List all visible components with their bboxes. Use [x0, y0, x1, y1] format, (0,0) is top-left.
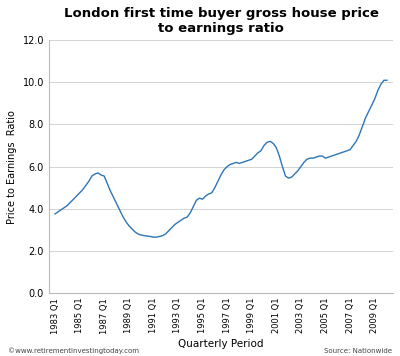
X-axis label: Quarterly Period: Quarterly Period [178, 339, 264, 349]
Y-axis label: Price to Earnings  Ratio: Price to Earnings Ratio [7, 110, 17, 224]
Title: London first time buyer gross house price
to earnings ratio: London first time buyer gross house pric… [64, 7, 378, 35]
Text: ©www.retirementinvestingtoday.com: ©www.retirementinvestingtoday.com [8, 347, 139, 354]
Text: Source: Nationwide: Source: Nationwide [324, 348, 392, 354]
